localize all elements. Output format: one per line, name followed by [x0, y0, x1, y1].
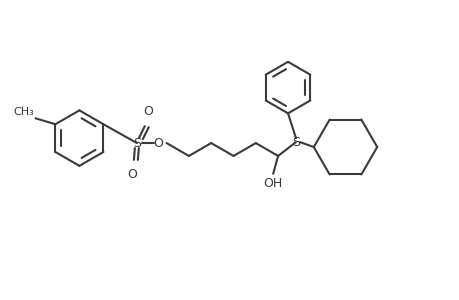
Text: S: S — [133, 136, 140, 150]
Text: S: S — [291, 136, 299, 148]
Text: OH: OH — [263, 177, 282, 190]
Text: O: O — [127, 168, 137, 181]
Text: O: O — [143, 105, 152, 118]
Text: O: O — [153, 136, 163, 150]
Text: CH₃: CH₃ — [14, 107, 34, 117]
